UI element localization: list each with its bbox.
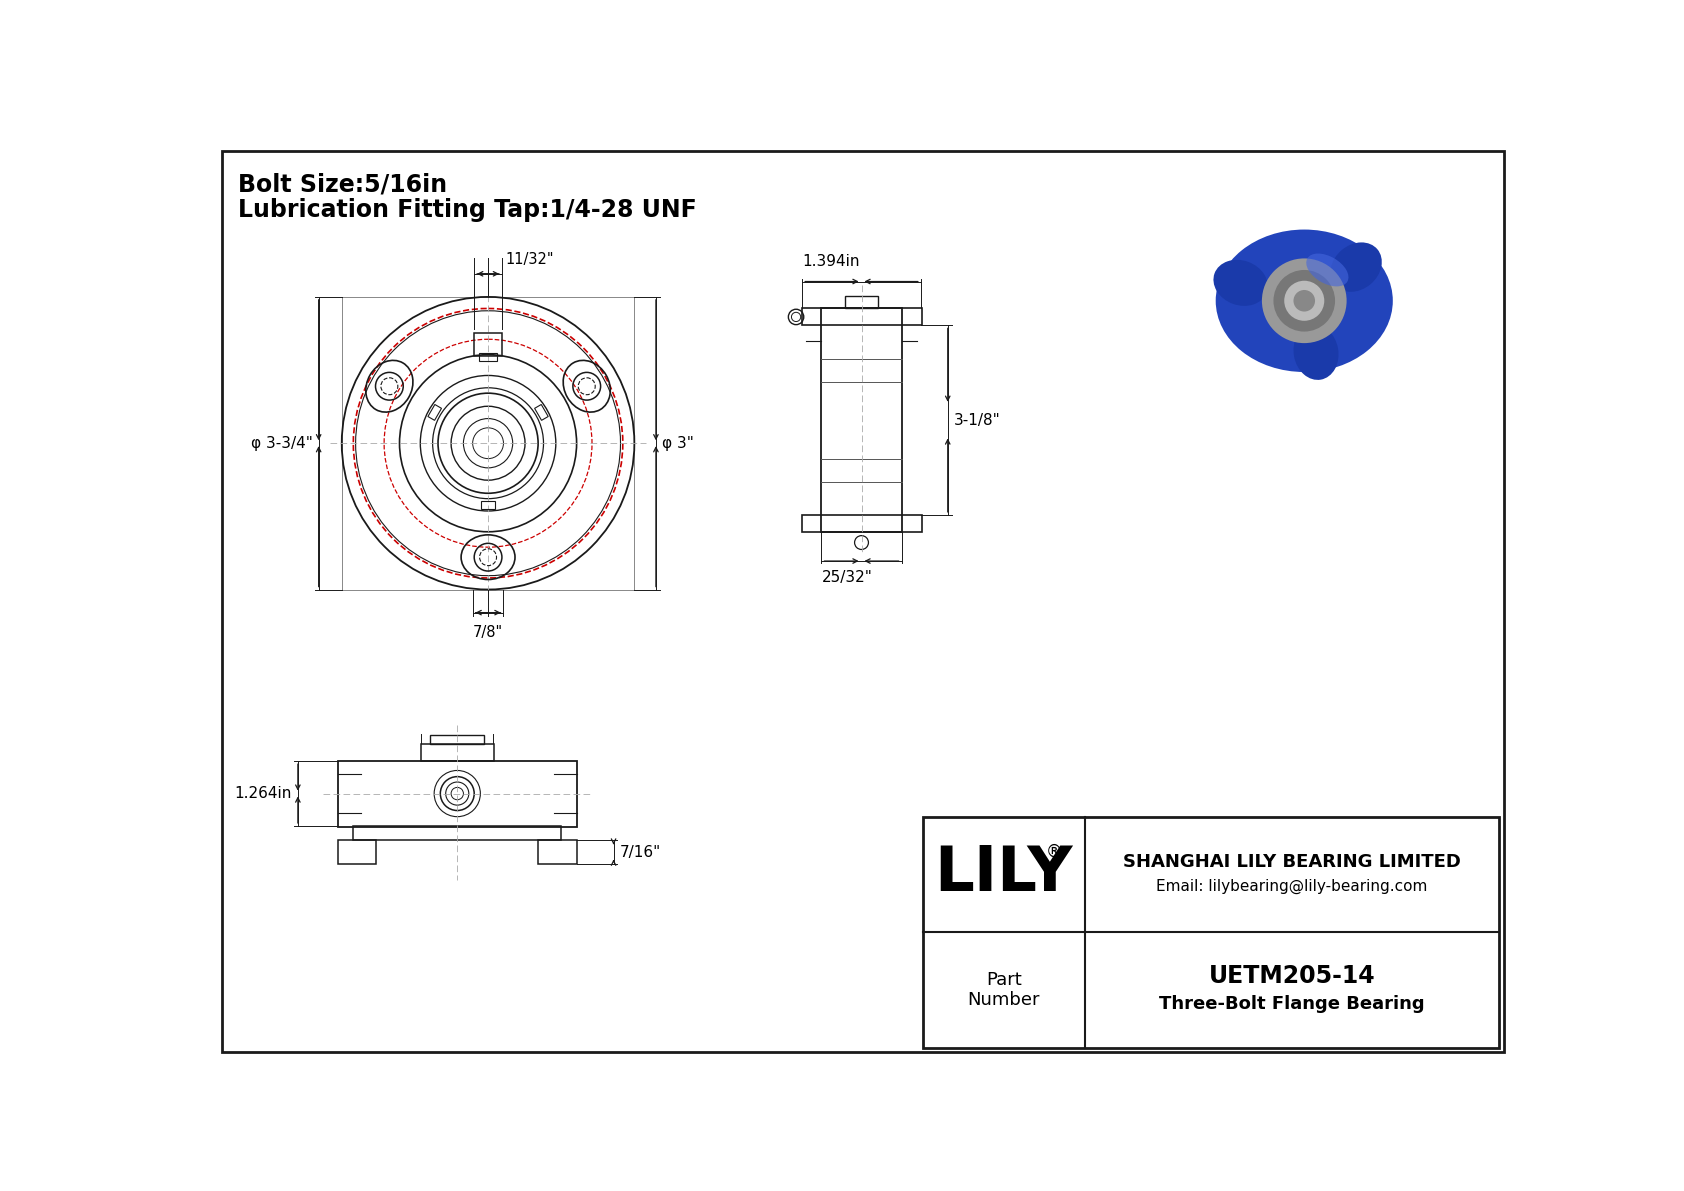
Ellipse shape [1216, 230, 1393, 372]
Ellipse shape [1293, 325, 1339, 380]
Bar [354, 825, 561, 840]
Bar [822, 308, 903, 531]
Text: 7/8": 7/8" [473, 625, 504, 640]
Bar [478, 353, 497, 361]
Bar [338, 840, 377, 865]
Text: Bolt Size:5/16in: Bolt Size:5/16in [237, 173, 446, 197]
Bar [802, 308, 921, 325]
Text: Email: lilybearing@lily-bearing.com: Email: lilybearing@lily-bearing.com [1157, 879, 1428, 894]
Bar [534, 405, 549, 420]
Circle shape [1285, 281, 1324, 320]
Text: 1.394in: 1.394in [802, 254, 861, 269]
Text: UETM205-14: UETM205-14 [1209, 964, 1376, 989]
Ellipse shape [1330, 243, 1383, 292]
Text: φ 3-3/4": φ 3-3/4" [251, 436, 313, 450]
Text: 3-1/8": 3-1/8" [953, 412, 1000, 428]
Bar [421, 744, 493, 761]
Bar [338, 761, 576, 827]
Text: 11/32": 11/32" [505, 252, 554, 268]
Text: Part
Number: Part Number [968, 971, 1041, 1009]
Text: Three-Bolt Flange Bearing: Three-Bolt Flange Bearing [1159, 994, 1425, 1012]
Text: 7/16": 7/16" [620, 844, 662, 860]
Bar [923, 817, 1499, 1048]
Text: SHANGHAI LILY BEARING LIMITED: SHANGHAI LILY BEARING LIMITED [1123, 853, 1462, 871]
Bar [539, 840, 576, 865]
Ellipse shape [1214, 260, 1268, 306]
Bar [482, 501, 495, 509]
Bar [428, 405, 441, 420]
Text: Lubrication Fitting Tap:1/4-28 UNF: Lubrication Fitting Tap:1/4-28 UNF [237, 199, 697, 223]
Text: ®: ® [1046, 842, 1063, 860]
Text: 1.264in: 1.264in [234, 786, 291, 802]
Ellipse shape [1307, 254, 1349, 286]
Bar [845, 297, 879, 308]
Text: 25/32": 25/32" [822, 570, 872, 585]
Bar [475, 333, 502, 356]
Circle shape [1293, 289, 1315, 312]
Circle shape [1273, 270, 1335, 331]
Bar [342, 297, 635, 590]
Bar [431, 735, 485, 744]
Bar [802, 515, 921, 531]
Text: LILY: LILY [935, 844, 1073, 904]
Text: φ 3": φ 3" [662, 436, 694, 450]
Circle shape [1261, 258, 1347, 343]
